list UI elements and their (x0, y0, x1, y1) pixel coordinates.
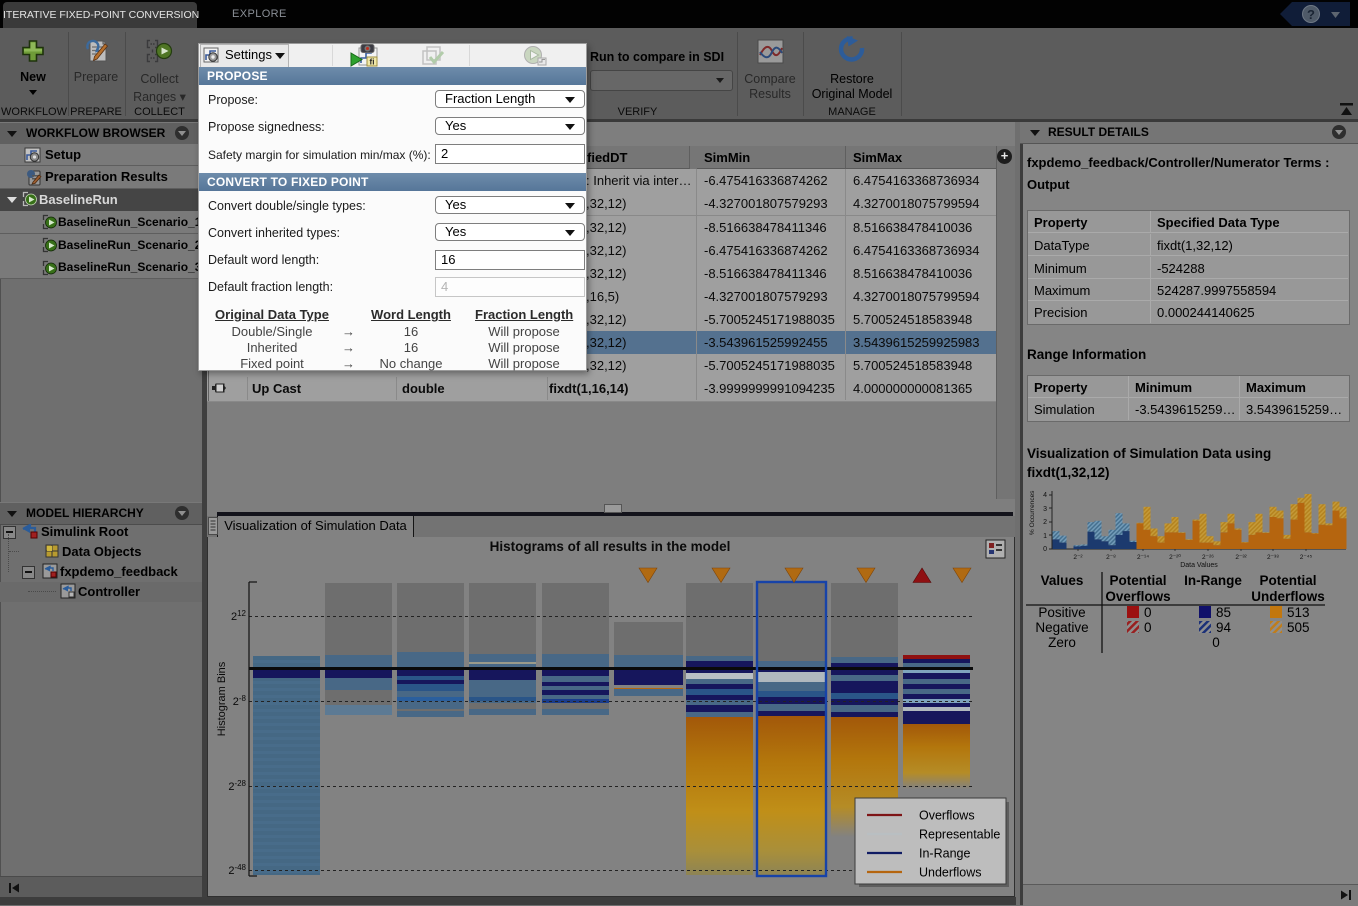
svg-text:Underflows: Underflows (919, 866, 982, 880)
svg-text:94: 94 (1216, 620, 1232, 635)
svg-text:0: 0 (1144, 620, 1152, 635)
svg-text:212: 212 (231, 609, 247, 623)
svg-text:Representable: Representable (919, 828, 1000, 842)
svg-text:0: 0 (1212, 635, 1220, 650)
svg-text:Overflows: Overflows (1105, 589, 1170, 604)
svg-text:In-Range: In-Range (1184, 573, 1242, 588)
svg-text:513: 513 (1287, 605, 1310, 620)
svg-text:0: 0 (1043, 546, 1047, 553)
svg-text:Potential: Potential (1259, 573, 1316, 588)
svg-text:Underflows: Underflows (1251, 589, 1325, 604)
svg-text:2-48: 2-48 (228, 863, 246, 877)
svg-text:Negative: Negative (1035, 620, 1088, 635)
svg-text:In-Range: In-Range (919, 847, 970, 861)
svg-text:2⁻³²: 2⁻³² (1235, 554, 1247, 561)
svg-text:85: 85 (1216, 605, 1231, 620)
svg-text:3: 3 (1043, 506, 1047, 513)
svg-text:Values: Values (1041, 573, 1084, 588)
svg-text:2⁻⁸: 2⁻⁸ (1106, 554, 1116, 561)
svg-text:2⁻¹⁴: 2⁻¹⁴ (1137, 554, 1149, 561)
svg-text:2⁻²⁰: 2⁻²⁰ (1169, 553, 1181, 561)
svg-text:2: 2 (1043, 519, 1047, 526)
svg-text:Histograms of all results in t: Histograms of all results in the model (490, 539, 731, 554)
svg-text:Potential: Potential (1109, 573, 1166, 588)
svg-text:Histogram Bins: Histogram Bins (216, 661, 228, 736)
svg-text:?: ? (1307, 7, 1315, 22)
svg-text:Data Values: Data Values (1180, 562, 1218, 569)
svg-text:2-28: 2-28 (228, 779, 246, 793)
svg-text:fi: fi (370, 58, 375, 67)
svg-text:2⁻³⁸: 2⁻³⁸ (1267, 554, 1279, 561)
svg-text:1: 1 (1043, 533, 1047, 540)
svg-text:Positive: Positive (1038, 605, 1085, 620)
svg-text:Overflows: Overflows (919, 809, 975, 823)
svg-text:0: 0 (1144, 605, 1152, 620)
svg-text:505: 505 (1287, 620, 1310, 635)
svg-text:% Occurrences: % Occurrences (1029, 490, 1036, 535)
svg-text:4: 4 (1043, 492, 1047, 499)
svg-text:2⁻²: 2⁻² (1073, 554, 1083, 561)
svg-text:2⁻⁴⁵: 2⁻⁴⁵ (1300, 554, 1313, 561)
svg-text:2⁻²⁶: 2⁻²⁶ (1202, 554, 1214, 561)
svg-text:Zero: Zero (1048, 635, 1076, 650)
svg-text:2-8: 2-8 (233, 694, 247, 708)
